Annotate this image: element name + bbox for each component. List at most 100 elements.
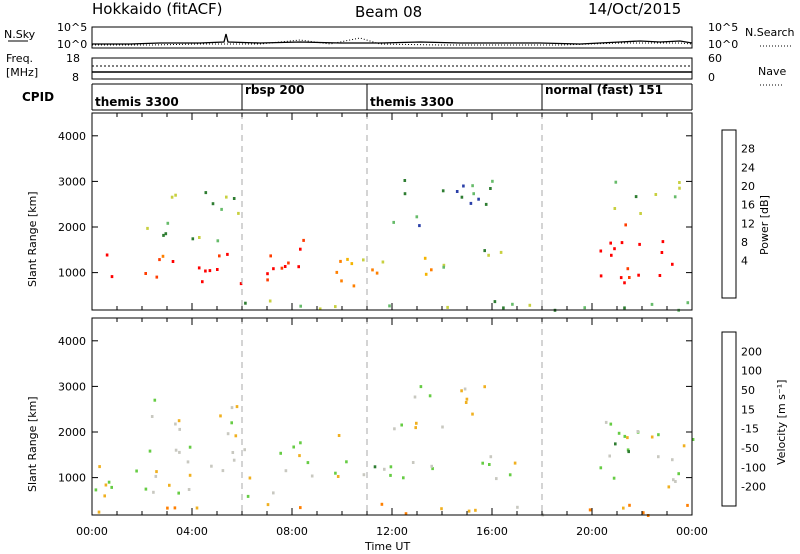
data-cell [460, 195, 464, 199]
power-data-cells [105, 179, 690, 312]
data-cell [471, 412, 474, 416]
data-cell [104, 483, 108, 487]
cpid-mode-label: themis 3300 [95, 95, 179, 109]
data-cell [105, 253, 109, 257]
time-axis: 00:00 04:00 08:00 12:00 16:00 20:00 00:00 [76, 525, 708, 538]
cpid-label: CPID [22, 90, 54, 104]
data-cell [186, 460, 190, 464]
data-cell [334, 471, 337, 475]
data-cell [216, 268, 219, 271]
data-cell [488, 463, 491, 466]
data-cell [650, 435, 654, 439]
data-cell [299, 441, 302, 445]
nave-label: Nave [758, 65, 786, 78]
data-cell [431, 467, 434, 471]
cpid-mode-list: themis 3300 rbsp 200 themis 3300 normal (fa… [95, 83, 663, 110]
data-cell [235, 405, 239, 409]
data-cell [672, 478, 675, 482]
velocity-colorbar-label: Velocity [m s⁻¹] [775, 380, 788, 465]
power-colorbar-label: Power [dB] [758, 195, 771, 255]
power-panel: 1000 2000 3000 4000 Slant Range [km] 28 24 20… [26, 112, 771, 312]
data-cell [110, 485, 113, 489]
data-cell [657, 433, 660, 437]
data-cell [660, 251, 664, 254]
data-cell [610, 253, 613, 257]
data-cell [152, 490, 155, 494]
colorbar-tick-label: 16 [741, 199, 755, 212]
data-cell [404, 512, 408, 516]
data-cell [211, 202, 215, 206]
data-cell [98, 465, 101, 469]
data-cell [178, 450, 181, 454]
data-cell [103, 494, 106, 498]
data-cell [511, 302, 514, 306]
data-cell [495, 477, 498, 481]
time-tick-label: 04:00 [176, 525, 208, 538]
data-cell [428, 394, 432, 398]
data-cell [362, 258, 365, 262]
data-cell [107, 480, 111, 484]
data-cell [345, 460, 348, 464]
data-cell [204, 269, 207, 273]
time-axis-label: Time UT [364, 540, 410, 553]
data-cell [464, 401, 468, 404]
data-cell [239, 282, 243, 286]
data-cell [528, 303, 532, 307]
data-cell [620, 241, 624, 245]
data-cell [402, 476, 405, 480]
data-cell [477, 197, 480, 201]
data-cell [218, 254, 221, 258]
data-cell [135, 469, 138, 473]
data-cell [588, 508, 592, 512]
colorbar-tick-label: -100 [741, 461, 766, 474]
data-cell [678, 186, 681, 190]
colorbar-tick-label: 12 [741, 217, 755, 230]
data-cell [230, 406, 234, 410]
data-cell [380, 502, 384, 506]
data-cell [155, 470, 158, 474]
data-cell [168, 483, 171, 487]
data-cell [174, 193, 177, 197]
data-cell [599, 274, 603, 278]
colorbar-tick-label: 20 [741, 180, 755, 193]
data-cell [177, 419, 181, 423]
data-cell [144, 487, 148, 491]
data-cell [493, 300, 497, 304]
data-cell [197, 266, 201, 270]
data-cell [609, 241, 612, 245]
station-title: Hokkaido (fitACF) [92, 0, 223, 18]
data-cell [154, 474, 158, 478]
time-tick-label: 00:00 [676, 525, 708, 538]
data-cell [375, 271, 379, 275]
time-tick-label: 12:00 [376, 525, 408, 538]
data-cell [677, 472, 680, 476]
data-cell [244, 301, 247, 305]
data-cell [188, 445, 192, 449]
data-cell [178, 427, 181, 431]
freq-label-line2: [MHz] [6, 66, 38, 79]
data-cell [623, 306, 626, 310]
data-cell [491, 179, 494, 183]
data-cell [299, 506, 302, 510]
data-cell [513, 461, 517, 465]
data-cell [674, 480, 677, 483]
data-cell [272, 267, 275, 271]
data-cell [487, 253, 490, 257]
data-cell [150, 415, 154, 418]
data-cell [471, 184, 474, 188]
time-tick-label: 16:00 [476, 525, 508, 538]
data-cell [381, 260, 385, 264]
data-cell [191, 237, 195, 241]
noise-sky-trace [92, 33, 693, 45]
freq-right-tick-high: 60 [708, 52, 722, 65]
data-cell [171, 260, 175, 263]
data-cell [272, 491, 275, 495]
data-cell [220, 207, 223, 211]
colorbar-tick-label: -200 [741, 481, 766, 494]
data-cell [671, 262, 674, 266]
data-cell [110, 275, 114, 279]
data-cell [174, 448, 178, 452]
data-cell [266, 503, 270, 507]
data-cell [279, 451, 282, 455]
data-cell [691, 438, 695, 441]
